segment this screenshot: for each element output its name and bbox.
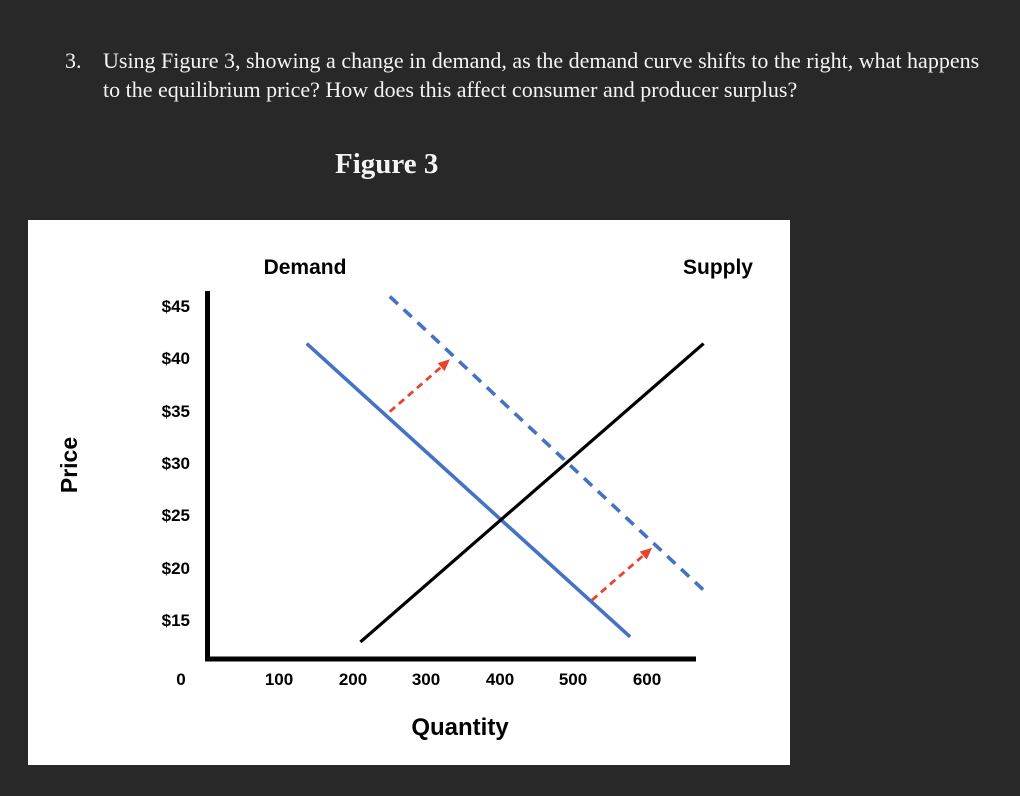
x-axis-title: Quantity	[411, 714, 509, 741]
upper-shift-arrow	[388, 359, 450, 413]
chart-canvas	[205, 291, 710, 662]
x-tick-label-100: 100	[264, 670, 294, 689]
lower-shift-arrow-head	[639, 547, 653, 560]
supply-curve	[359, 342, 705, 644]
x-tick-label-200: 200	[338, 670, 368, 689]
x-tick-label-400: 400	[485, 670, 515, 689]
question: 3. Using Figure 3, showing a change in d…	[65, 46, 983, 105]
y-tick-label-45: $45	[161, 297, 190, 316]
y-tick-label-15: $15	[161, 611, 190, 630]
x-origin-label: 0	[176, 670, 186, 689]
lower-shift-arrow	[590, 547, 653, 602]
demand-shifted-curve	[388, 295, 710, 597]
y-tick-label-40: $40	[161, 349, 190, 368]
figure-panel: Demand Supply Price Quantity $45 $40 $35…	[28, 220, 790, 765]
question-number: 3.	[65, 48, 82, 73]
lower-shift-arrow-line	[590, 552, 647, 602]
x-tick-label-600: 600	[632, 670, 662, 689]
demand-curve-label: Demand	[263, 256, 347, 279]
y-tick-label-30: $30	[161, 454, 190, 473]
y-tick-label-25: $25	[161, 506, 190, 525]
supply-curve-label: Supply	[682, 256, 753, 279]
y-axis-title: Price	[56, 436, 82, 494]
x-tick-label-500: 500	[558, 670, 588, 689]
question-text: Using Figure 3, showing a change in dema…	[103, 48, 980, 103]
y-tick-label-35: $35	[161, 402, 190, 421]
figure-title: Figure 3	[335, 148, 439, 180]
upper-shift-arrow-line	[388, 364, 445, 413]
upper-shift-arrow-head	[437, 359, 450, 372]
x-tick-label-300: 300	[411, 670, 441, 689]
demand-curve	[305, 342, 632, 639]
y-tick-label-20: $20	[161, 559, 190, 578]
